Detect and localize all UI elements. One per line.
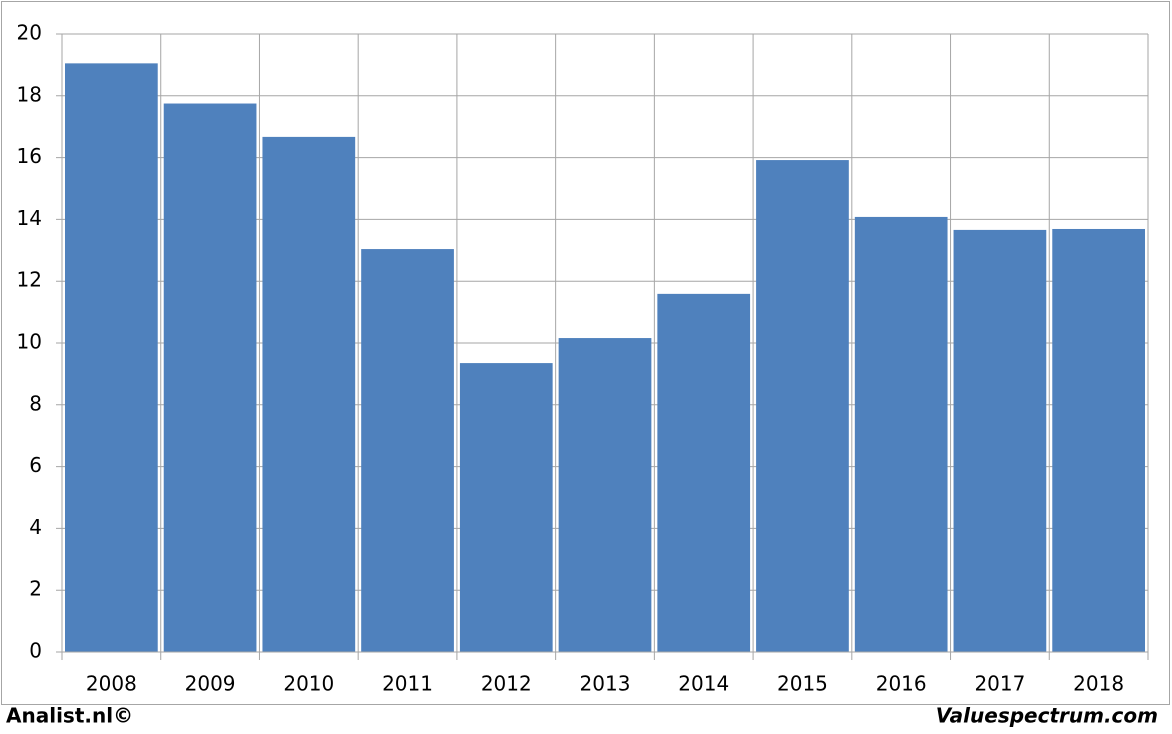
y-tick-label: 10	[17, 330, 42, 354]
x-tick-label: 2013	[580, 672, 631, 696]
y-tick-label: 8	[29, 391, 42, 415]
bar	[65, 63, 158, 653]
x-tick-label: 2017	[974, 672, 1025, 696]
y-tick-label: 14	[17, 206, 42, 230]
x-tick-label: 2015	[777, 672, 828, 696]
bar	[459, 363, 553, 652]
bar	[756, 160, 849, 652]
source-left: Analist.nl©	[6, 704, 133, 728]
x-tick-label: 2018	[1073, 672, 1124, 696]
x-tick-label: 2010	[283, 672, 334, 696]
bar	[953, 229, 1047, 652]
bar	[163, 103, 257, 652]
y-tick-label: 20	[17, 21, 42, 45]
y-tick-label: 4	[29, 515, 42, 539]
bar	[657, 293, 751, 652]
y-tick-label: 12	[17, 268, 42, 292]
x-tick-label: 2014	[678, 672, 729, 696]
bar	[262, 136, 356, 653]
bar	[1052, 228, 1145, 652]
source-right: Valuespectrum.com	[936, 704, 1158, 728]
x-tick-label: 2008	[86, 672, 137, 696]
x-tick-label: 2009	[185, 672, 236, 696]
bar	[361, 249, 454, 652]
x-tick-label: 2012	[481, 672, 532, 696]
y-tick-label: 0	[29, 639, 42, 663]
x-tick-label: 2016	[876, 672, 927, 696]
y-tick-label: 18	[17, 82, 42, 106]
y-tick-label: 6	[29, 453, 42, 477]
bar	[558, 338, 652, 652]
y-tick-label: 2	[29, 577, 42, 601]
bar	[854, 216, 948, 653]
x-tick-label: 2011	[382, 672, 433, 696]
y-tick-label: 16	[17, 144, 42, 168]
